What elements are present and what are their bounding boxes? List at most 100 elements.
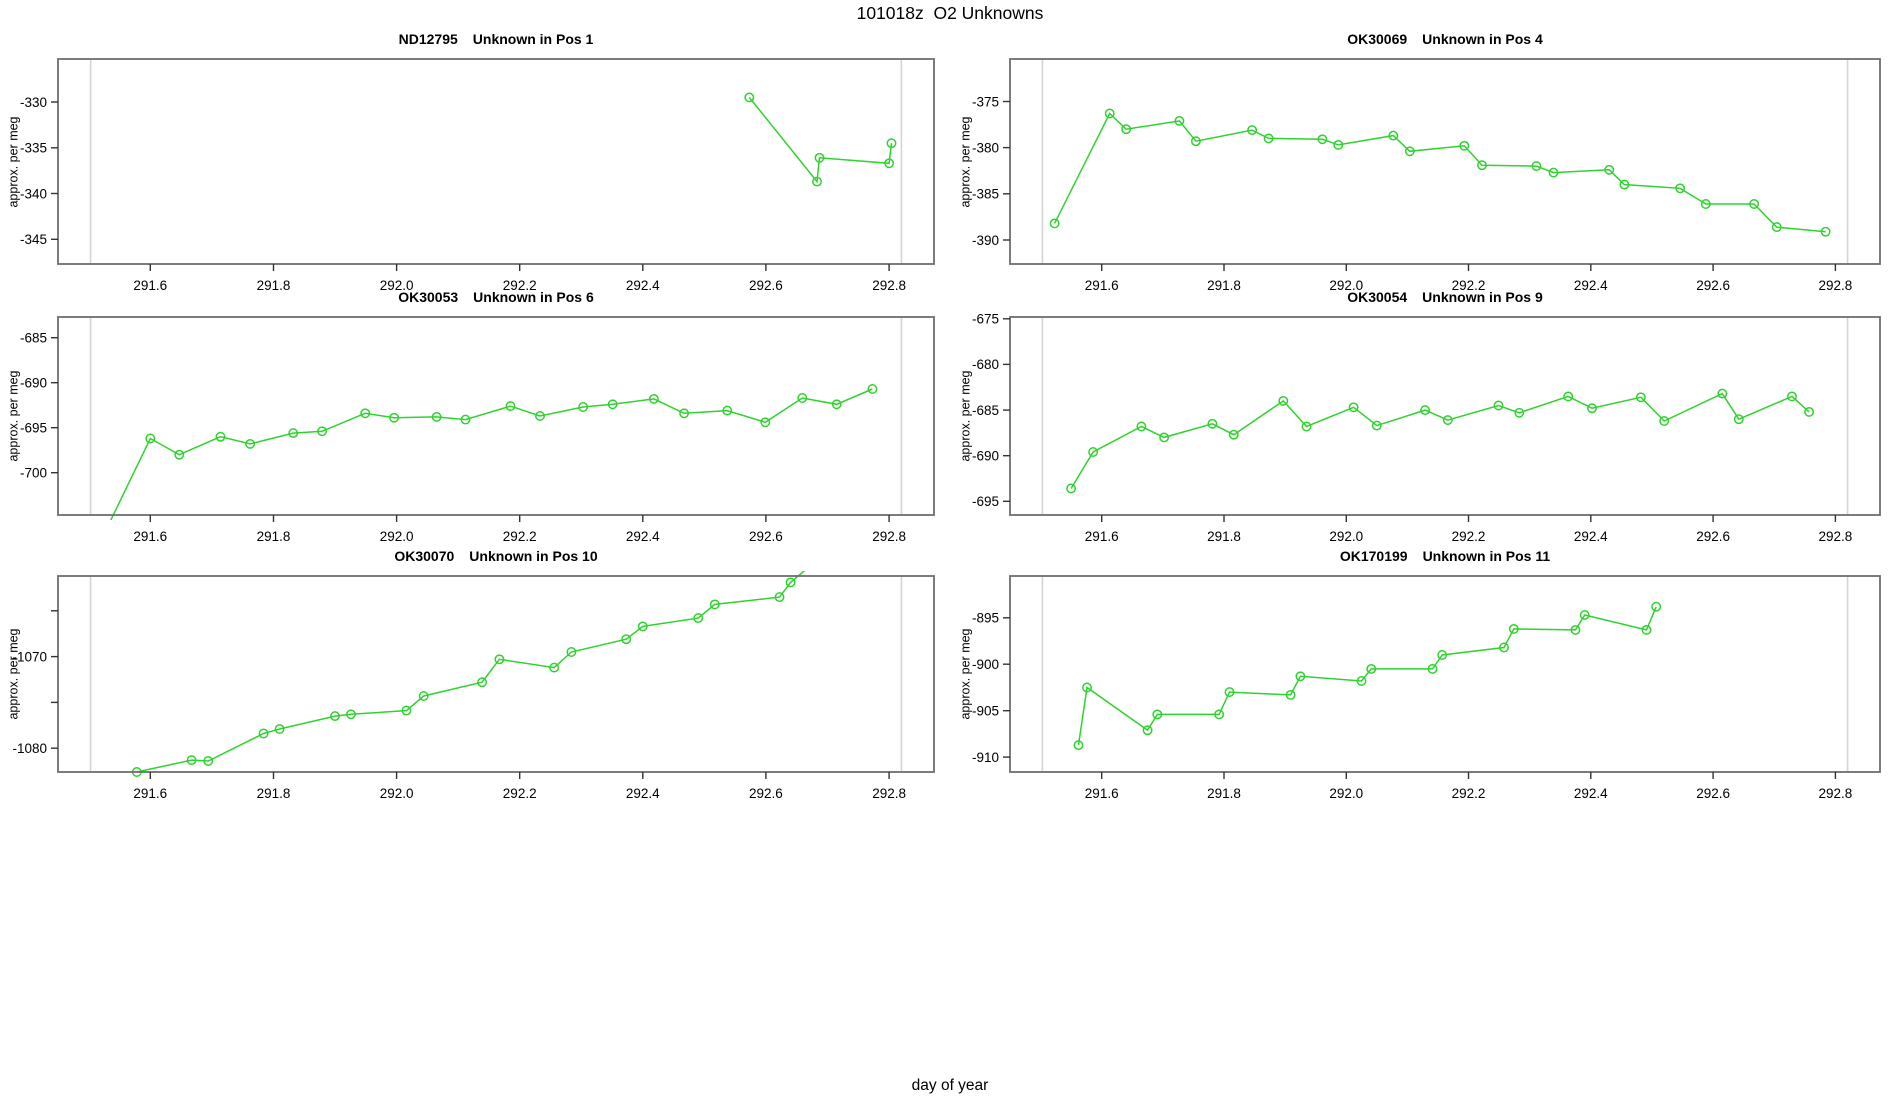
svg-text:291.8: 291.8 <box>1207 529 1241 544</box>
data-point <box>1570 624 1581 635</box>
data-point <box>1228 429 1239 440</box>
panel-title: OK30053 Unknown in Pos 6 <box>58 289 934 305</box>
plot-area: 291.6 291.8 292.0 292.2 292.4 292.6 292.8-895-… <box>972 575 1881 801</box>
svg-text:-895: -895 <box>972 611 999 626</box>
data-series <box>110 384 878 520</box>
sample-id: OK30054 <box>1347 289 1408 305</box>
svg-text:292.0: 292.0 <box>1329 278 1363 293</box>
data-point <box>797 393 808 403</box>
svg-text:291.8: 291.8 <box>257 786 291 801</box>
svg-text:292.6: 292.6 <box>749 278 783 293</box>
data-point <box>1207 418 1218 429</box>
sample-desc: Unknown in Pos 6 <box>473 289 594 305</box>
y-axis: -1070 -1080 <box>12 610 58 756</box>
svg-text:-700: -700 <box>20 466 47 481</box>
plot-area: 291.6 291.8 292.0 292.2 292.4 292.6 292.8-330-… <box>20 58 935 293</box>
panel-ok170199-pos11: OK170199 Unknown in Pos 11 approx. per me… <box>959 548 1881 801</box>
data-point <box>535 411 545 421</box>
svg-text:-910: -910 <box>972 750 999 765</box>
data-point <box>215 431 226 442</box>
data-point <box>1152 709 1163 720</box>
data-series <box>1073 601 1662 751</box>
data-point <box>1333 139 1344 150</box>
svg-text:292.2: 292.2 <box>503 529 537 544</box>
data-point <box>174 449 185 460</box>
series-line <box>1053 112 1826 233</box>
data-point <box>477 677 488 688</box>
svg-text:292.8: 292.8 <box>872 278 906 293</box>
data-point <box>1437 650 1448 660</box>
data-point <box>1563 391 1574 402</box>
data-point <box>1082 682 1092 693</box>
sample-desc: Unknown in Pos 11 <box>1422 548 1551 564</box>
svg-text:-390: -390 <box>972 233 999 248</box>
x-axis: 291.6 291.8 292.0 292.2 292.4 292.6 292.8 <box>133 772 906 801</box>
svg-text:-690: -690 <box>20 376 47 391</box>
sample-id: OK30069 <box>1347 31 1408 47</box>
plot-box <box>1009 575 1881 773</box>
svg-text:291.6: 291.6 <box>1085 786 1119 801</box>
data-point <box>637 621 648 632</box>
data-point <box>867 384 878 394</box>
y-axis: -330 -335 -340 -345 <box>20 95 58 247</box>
data-point <box>1442 415 1453 426</box>
svg-text:-690: -690 <box>972 449 999 464</box>
panel-title: OK30069 Unknown in Pos 4 <box>1010 31 1880 47</box>
svg-text:292.6: 292.6 <box>749 529 783 544</box>
data-point <box>1749 199 1760 209</box>
data-point <box>1295 671 1306 682</box>
data-point <box>1651 601 1662 612</box>
data-point <box>1388 130 1399 141</box>
svg-text:292.8: 292.8 <box>872 529 906 544</box>
svg-text:292.2: 292.2 <box>503 278 537 293</box>
data-point <box>389 412 400 423</box>
data-point <box>1366 663 1377 674</box>
data-point <box>566 647 577 657</box>
svg-text:292.6: 292.6 <box>1696 529 1730 544</box>
x-axis: 291.6 291.8 292.0 292.2 292.4 292.6 292.8 <box>133 264 906 293</box>
data-point <box>578 402 589 412</box>
reference-lines <box>1041 59 1849 264</box>
svg-text:292.6: 292.6 <box>1696 786 1730 801</box>
data-point <box>1717 388 1728 399</box>
svg-text:-905: -905 <box>972 704 999 719</box>
data-point <box>812 176 822 187</box>
series-line <box>136 571 806 773</box>
sample-id: OK30070 <box>394 548 455 564</box>
x-axis: 291.6 291.8 292.0 292.2 292.4 292.6 292.8 <box>1085 772 1852 801</box>
svg-text:292.8: 292.8 <box>1819 278 1853 293</box>
svg-text:-900: -900 <box>972 657 999 672</box>
data-point <box>258 728 269 739</box>
series-line <box>1070 392 1810 489</box>
data-point <box>709 599 720 610</box>
svg-text:-680: -680 <box>972 357 999 372</box>
panel-ok30070-pos10: OK30070 Unknown in Pos 10 approx. per meg… <box>7 548 935 801</box>
y-axis: -685 -690 -695 -700 <box>20 331 58 481</box>
svg-text:292.6: 292.6 <box>1696 278 1730 293</box>
plot-box <box>1009 58 1881 265</box>
data-point <box>722 405 733 416</box>
plot-area: 291.6 291.8 292.0 292.2 292.4 292.6 292.8 -1070… <box>12 571 935 801</box>
reference-lines <box>89 59 903 264</box>
data-point <box>1804 406 1815 417</box>
svg-text:-685: -685 <box>20 331 47 346</box>
reference-lines <box>89 317 903 515</box>
data-point <box>1493 400 1504 411</box>
data-point <box>145 433 156 444</box>
data-point <box>1263 133 1274 144</box>
svg-text:291.6: 291.6 <box>1085 529 1119 544</box>
data-point <box>1579 610 1590 620</box>
svg-text:292.4: 292.4 <box>1574 786 1608 801</box>
data-point <box>1159 432 1170 443</box>
panel-title: OK170199 Unknown in Pos 11 <box>1010 548 1880 564</box>
svg-text:292.2: 292.2 <box>1452 529 1486 544</box>
data-point <box>884 158 895 169</box>
data-point <box>785 577 796 588</box>
svg-text:291.6: 291.6 <box>133 786 167 801</box>
svg-text:-1080: -1080 <box>12 741 47 756</box>
plot-area: 291.6 291.8 292.0 292.2 292.4 292.6 292.8-685-… <box>20 316 935 544</box>
svg-text:292.4: 292.4 <box>626 278 660 293</box>
panel-title: ND12795 Unknown in Pos 1 <box>58 31 934 47</box>
data-point <box>1088 447 1099 457</box>
data-point <box>1700 199 1711 209</box>
